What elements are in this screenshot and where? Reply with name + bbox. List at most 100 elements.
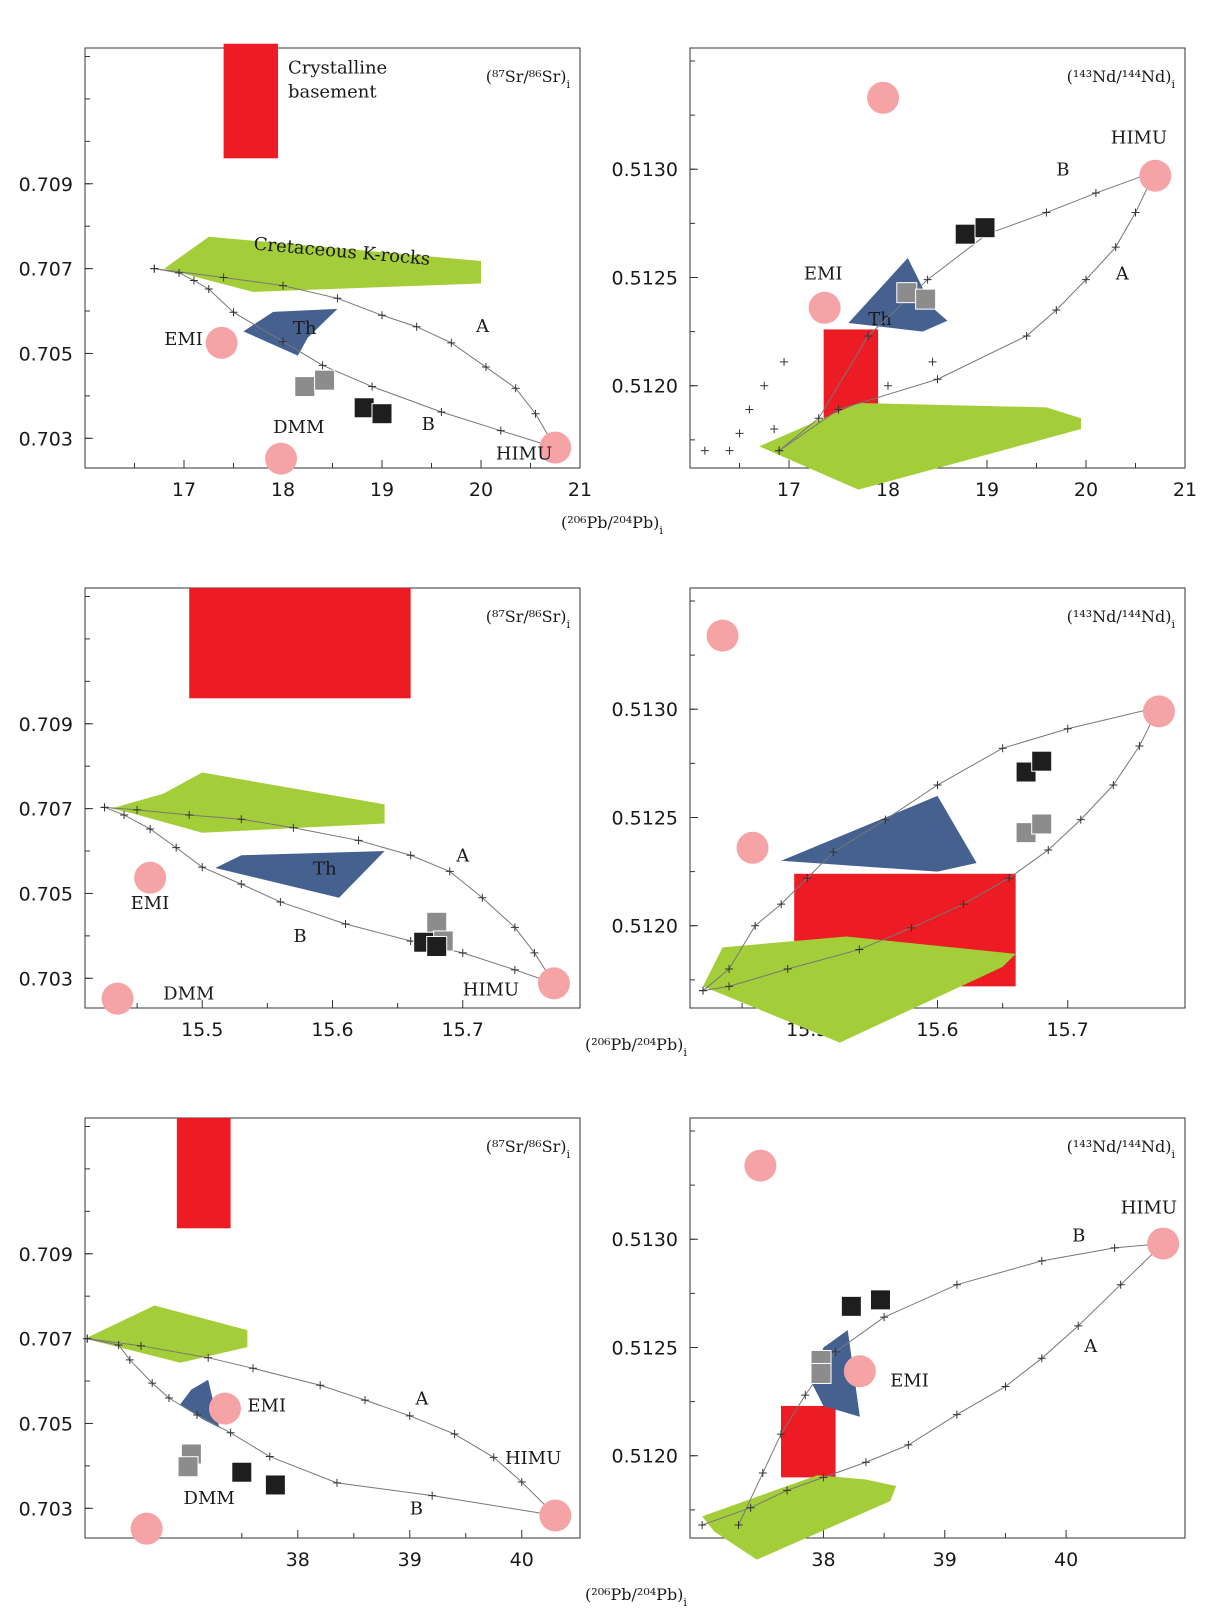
curve-mark	[1135, 742, 1144, 751]
mixing-curve-B	[104, 806, 555, 984]
curve-mark	[360, 1396, 369, 1405]
x-tick-label: 18	[271, 479, 295, 501]
curve-mark	[445, 867, 454, 876]
y-tick-label: 0.705	[19, 343, 73, 365]
curve-mark	[219, 273, 228, 282]
curve-mark	[1110, 1243, 1119, 1252]
curve-mark	[814, 414, 823, 423]
end-member-unnamed	[706, 619, 739, 652]
curve-mark	[881, 815, 890, 824]
cretaceous-k-rocks-field	[111, 772, 385, 833]
curve-mark	[952, 1280, 961, 1289]
cretaceous-k-rocks-field	[164, 236, 481, 292]
gray-square-sample	[915, 288, 937, 310]
gray-square-sample	[294, 376, 316, 398]
end-member-label: DMM	[184, 1488, 235, 1509]
curve-mark	[333, 294, 342, 303]
y-tick-label: 0.705	[19, 1413, 73, 1435]
gray-square-sample	[896, 282, 918, 304]
y-tick-label: 0.703	[19, 1498, 73, 1520]
end-member-emi	[134, 861, 167, 894]
curve-mark	[175, 268, 184, 277]
curve-mark	[412, 322, 421, 331]
curve-label-B: B	[293, 926, 306, 947]
curve-mark	[172, 843, 181, 852]
curve-mark	[864, 331, 873, 340]
end-member-emi	[205, 326, 238, 359]
curve-mark	[1116, 1280, 1125, 1289]
black-square-sample	[974, 217, 996, 239]
x-axis-label-row-2: (²⁰⁶Pb/²⁰⁴Pb)i	[585, 1035, 687, 1059]
curve-mark	[428, 1491, 437, 1500]
y-axis-label: (¹⁴³Nd/¹⁴⁴Nd)i	[1067, 67, 1176, 91]
curve-mark	[1022, 331, 1031, 340]
y-axis-label: (⁸⁷Sr/⁸⁶Sr)i	[486, 67, 571, 91]
curve-mark	[1082, 275, 1090, 284]
curve-mark	[458, 948, 467, 957]
curve-mark	[164, 1394, 173, 1402]
curve-mark	[265, 1452, 274, 1461]
y-tick-label: 0.5120	[612, 916, 678, 938]
end-member-unnamed	[736, 831, 769, 864]
data-cross	[884, 381, 892, 390]
chart-panel-r3-sr: 38 39 40 0.703 0.705 0.707 0.709 A B EMI DMM HIMU (⁸…	[19, 1117, 581, 1571]
y-tick-label: 0.5125	[612, 267, 678, 289]
curve-mark	[699, 986, 708, 995]
chart-panel-r2-nd: 15.5 15.6 15.70.51200.51250.5130(¹⁴³Nd/¹⁴⁴…	[612, 587, 1186, 1043]
end-member-unnamed	[744, 1149, 777, 1182]
curve-mark	[959, 900, 968, 909]
x-tick-label: 15.5	[181, 1019, 223, 1041]
plot-frame	[84, 1117, 581, 1539]
mixing-curve-B	[778, 170, 1156, 452]
curve-mark	[120, 810, 129, 819]
crystalline-basement-field	[176, 1118, 231, 1229]
curve-mark	[150, 264, 159, 273]
gray-square-sample	[314, 369, 336, 391]
curve-mark	[530, 948, 539, 957]
curve-mark	[855, 945, 864, 954]
data-cross	[928, 357, 937, 366]
y-tick-label: 0.709	[19, 174, 73, 196]
chart-panel-r1-nd: 17 18 19 20 21 0.5120 0.5125 0.5130 Th B A HIMU EMI (…	[612, 47, 1197, 501]
curve-mark	[783, 1486, 792, 1495]
data-cross	[745, 405, 754, 414]
curve-mark	[511, 384, 520, 393]
data-cross	[770, 425, 779, 434]
curve-mark	[318, 361, 327, 370]
y-axis-label: (⁸⁷Sr/⁸⁶Sr)i	[486, 1137, 571, 1161]
y-tick-label: 0.5130	[612, 699, 678, 721]
black-square-sample	[1031, 750, 1053, 772]
curve-mark	[192, 1410, 201, 1419]
end-member-emi	[208, 1392, 241, 1425]
mixing-curve-A	[701, 1243, 1164, 1526]
x-tick-label: 39	[398, 1549, 422, 1571]
curve-mark	[1005, 874, 1014, 883]
curve-mark	[1074, 1321, 1083, 1330]
curve-mark	[481, 363, 490, 372]
curve-mark	[136, 1341, 145, 1350]
black-square-sample	[371, 403, 393, 425]
curve-mark	[517, 1478, 526, 1486]
curve-mark	[783, 965, 792, 974]
curve-mark	[226, 1428, 235, 1437]
curve-mark	[332, 1478, 341, 1487]
curve-mark	[1076, 815, 1085, 824]
end-member-label: HIMU	[505, 1448, 561, 1469]
curve-mark	[698, 1521, 707, 1530]
curve-mark	[861, 1458, 870, 1467]
curve-mark	[447, 338, 456, 347]
curve-mark	[406, 851, 415, 860]
curve-mark	[204, 1353, 213, 1362]
end-member-label: EMI	[890, 1370, 929, 1391]
x-tick-label: 15.7	[1047, 1019, 1089, 1041]
curve-label-B: B	[422, 414, 435, 435]
curve-mark	[114, 1340, 123, 1349]
curve-mark	[775, 446, 784, 455]
curve-mark	[189, 276, 198, 285]
cretaceous-k-rocks-field	[703, 936, 1016, 1043]
curve-mark	[751, 921, 760, 930]
curve-mark	[1001, 1382, 1010, 1391]
curve-label-A: A	[455, 846, 470, 867]
y-tick-label: 0.5125	[612, 807, 678, 829]
end-member-unnamed	[1142, 695, 1175, 728]
